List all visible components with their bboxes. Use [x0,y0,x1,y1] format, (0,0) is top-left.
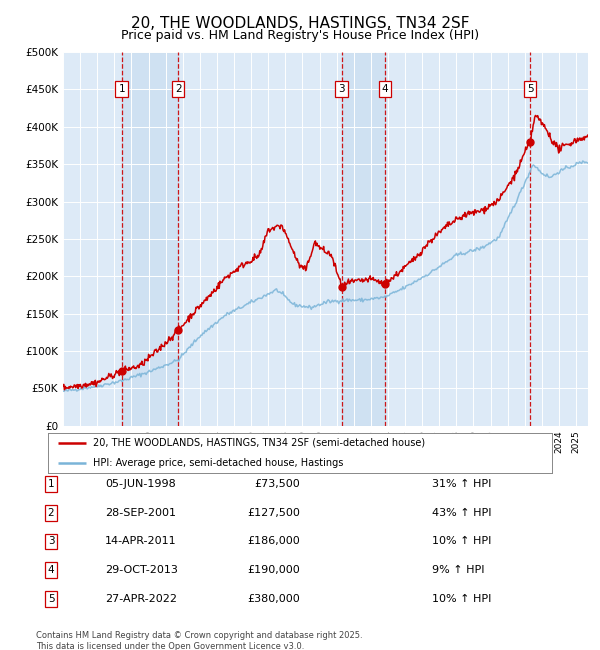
Text: 14-APR-2011: 14-APR-2011 [105,536,176,547]
Text: 4: 4 [47,565,55,575]
Text: 10% ↑ HPI: 10% ↑ HPI [432,593,491,604]
Text: 27-APR-2022: 27-APR-2022 [105,593,177,604]
Text: 4: 4 [382,84,388,94]
Text: 10% ↑ HPI: 10% ↑ HPI [432,536,491,547]
Text: 20, THE WOODLANDS, HASTINGS, TN34 2SF: 20, THE WOODLANDS, HASTINGS, TN34 2SF [131,16,469,31]
Text: 5: 5 [527,84,533,94]
Text: £186,000: £186,000 [247,536,300,547]
Text: 3: 3 [338,84,345,94]
Text: 20, THE WOODLANDS, HASTINGS, TN34 2SF (semi-detached house): 20, THE WOODLANDS, HASTINGS, TN34 2SF (s… [94,438,425,448]
Text: £380,000: £380,000 [247,593,300,604]
Text: £73,500: £73,500 [254,479,300,489]
Text: 1: 1 [118,84,125,94]
Bar [341,52,385,426]
Text: 29-OCT-2013: 29-OCT-2013 [105,565,178,575]
Text: 5: 5 [47,593,55,604]
Text: 28-SEP-2001: 28-SEP-2001 [105,508,176,518]
Text: 2: 2 [47,508,55,518]
Text: 31% ↑ HPI: 31% ↑ HPI [432,479,491,489]
Text: 2: 2 [175,84,182,94]
Text: 1: 1 [47,479,55,489]
Bar [122,52,178,426]
Text: £127,500: £127,500 [247,508,300,518]
Text: Price paid vs. HM Land Registry's House Price Index (HPI): Price paid vs. HM Land Registry's House … [121,29,479,42]
Text: £190,000: £190,000 [247,565,300,575]
Text: HPI: Average price, semi-detached house, Hastings: HPI: Average price, semi-detached house,… [94,458,344,468]
Text: 3: 3 [47,536,55,547]
Text: 9% ↑ HPI: 9% ↑ HPI [432,565,485,575]
Text: 43% ↑ HPI: 43% ↑ HPI [432,508,491,518]
Text: Contains HM Land Registry data © Crown copyright and database right 2025.
This d: Contains HM Land Registry data © Crown c… [36,630,362,650]
Text: 05-JUN-1998: 05-JUN-1998 [105,479,176,489]
